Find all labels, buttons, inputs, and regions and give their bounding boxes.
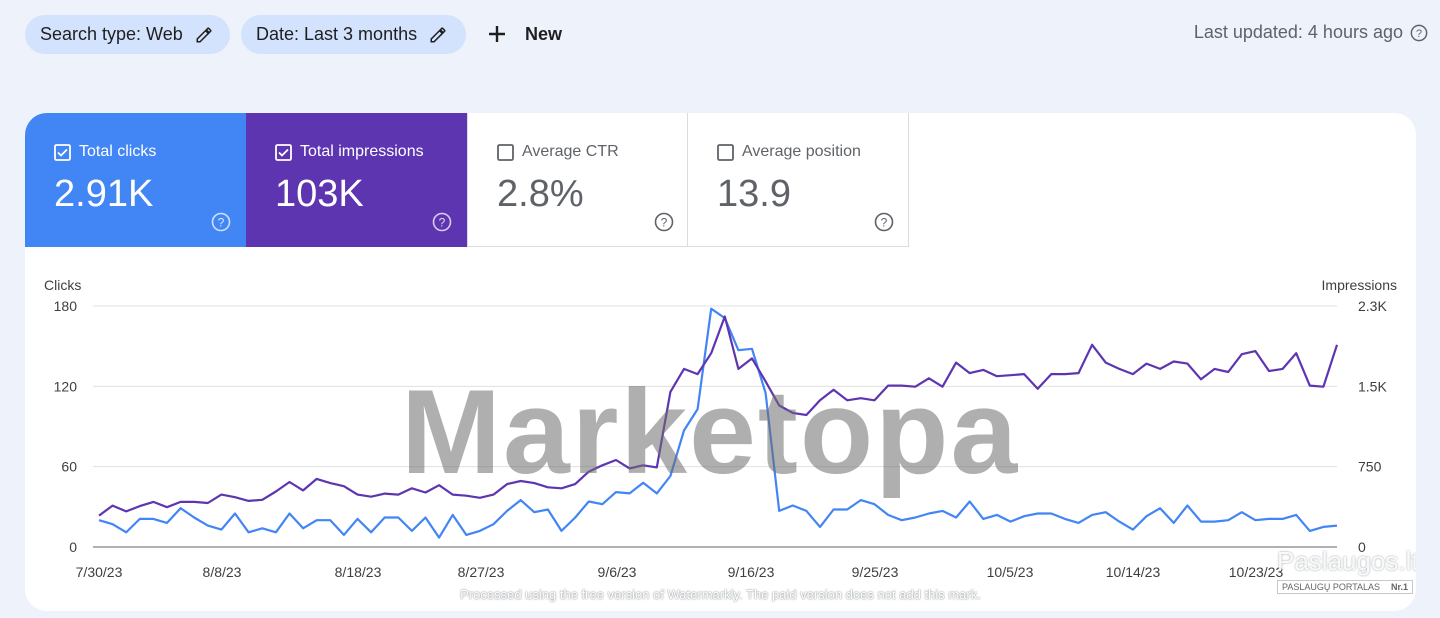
search-type-filter-chip[interactable]: Search type: Web [25, 15, 230, 54]
x-tick-label: 8/18/23 [335, 564, 382, 580]
badge-rank: Nr.1 [1390, 582, 1408, 592]
left-tick-label: 0 [69, 539, 77, 555]
x-tick-label: 9/16/23 [728, 564, 775, 580]
svg-text:?: ? [439, 216, 446, 230]
metric-label: Average position [742, 143, 861, 160]
help-icon[interactable]: ? [874, 212, 894, 232]
filter-bar: Search type: Web Date: Last 3 months New… [0, 0, 1440, 70]
left-tick-label: 120 [54, 378, 78, 394]
checkbox-checked-icon[interactable] [54, 144, 71, 161]
x-tick-label: 10/5/23 [987, 564, 1034, 580]
left-tick-label: 180 [54, 298, 78, 314]
new-filter-button[interactable]: New [487, 18, 562, 50]
metric-label: Total impressions [300, 143, 424, 160]
edit-icon[interactable] [429, 26, 447, 44]
help-icon[interactable]: ? [1410, 24, 1428, 42]
x-tick-label: 9/6/23 [598, 564, 637, 580]
metric-tile-average-position[interactable]: Average position 13.9 ? [688, 113, 909, 247]
metric-value: 2.91K [54, 173, 154, 215]
x-tick-label: 8/8/23 [203, 564, 242, 580]
new-filter-label: New [525, 23, 563, 44]
search-type-filter-label: Search type: Web [40, 24, 183, 44]
right-tick-label: 0 [1358, 539, 1366, 555]
right-tick-label: 1.5K [1358, 378, 1387, 394]
right-axis-title: Impressions [1322, 277, 1397, 293]
help-icon[interactable]: ? [432, 212, 452, 232]
x-tick-label: 8/27/23 [458, 564, 505, 580]
edit-icon[interactable] [195, 26, 213, 44]
svg-text:?: ? [218, 216, 225, 230]
help-icon[interactable]: ? [654, 212, 674, 232]
checkbox-unchecked-icon[interactable] [717, 144, 734, 161]
metric-value: 13.9 [717, 173, 791, 215]
help-icon[interactable]: ? [211, 212, 231, 232]
metric-tile-total-impressions[interactable]: Total impressions 103K ? [246, 113, 467, 247]
x-tick-label: 10/14/23 [1106, 564, 1161, 580]
date-filter-chip[interactable]: Date: Last 3 months [241, 15, 466, 54]
plus-icon [489, 26, 505, 42]
performance-chart: Clicks Impressions 0 0 60 750 120 1.5K 180 2.3K 7/… [44, 277, 1397, 580]
checkbox-checked-icon[interactable] [275, 144, 292, 161]
watermark-logo: Marketopa [401, 365, 1020, 499]
svg-text:?: ? [1416, 28, 1422, 40]
metric-tile-average-ctr[interactable]: Average CTR 2.8% ? [467, 113, 688, 247]
metric-value: 103K [275, 173, 364, 215]
x-tick-label: 9/25/23 [852, 564, 899, 580]
left-tick-label: 60 [61, 459, 77, 475]
right-tick-label: 2.3K [1358, 298, 1387, 314]
metric-tile-total-clicks[interactable]: Total clicks 2.91K ? [25, 113, 246, 247]
badge-title: Paslaugos.lt [1277, 546, 1416, 576]
right-tick-label: 750 [1358, 459, 1382, 475]
last-updated-status: Last updated: 4 hours ago ? [1194, 22, 1428, 43]
left-axis-title: Clicks [44, 277, 81, 293]
checkbox-unchecked-icon[interactable] [497, 144, 514, 161]
svg-text:?: ? [661, 216, 668, 230]
metric-value: 2.8% [497, 173, 584, 215]
paslaugos-badge: Paslaugos.lt PASLAUGŲ PORTALAS Nr.1 [1277, 546, 1416, 596]
series-line-clicks [98, 307, 1338, 539]
badge-subtitle-text: PASLAUGŲ PORTALAS [1282, 582, 1381, 592]
x-tick-label: 7/30/23 [76, 564, 123, 580]
performance-card: Total clicks 2.91K ? Total impressions 1… [25, 113, 1416, 611]
series-line-impressions [98, 315, 1339, 517]
date-filter-label: Date: Last 3 months [256, 24, 418, 44]
svg-text:?: ? [881, 216, 888, 230]
last-updated-text: Last updated: 4 hours ago [1193, 22, 1403, 42]
x-tick-label: 10/23/23 [1229, 564, 1284, 580]
badge-subtitle: PASLAUGŲ PORTALAS Nr.1 [1277, 580, 1413, 594]
metric-label: Total clicks [79, 143, 157, 160]
watermark-note: Processed using the free version of Wate… [460, 587, 981, 602]
metric-label: Average CTR [522, 143, 619, 160]
